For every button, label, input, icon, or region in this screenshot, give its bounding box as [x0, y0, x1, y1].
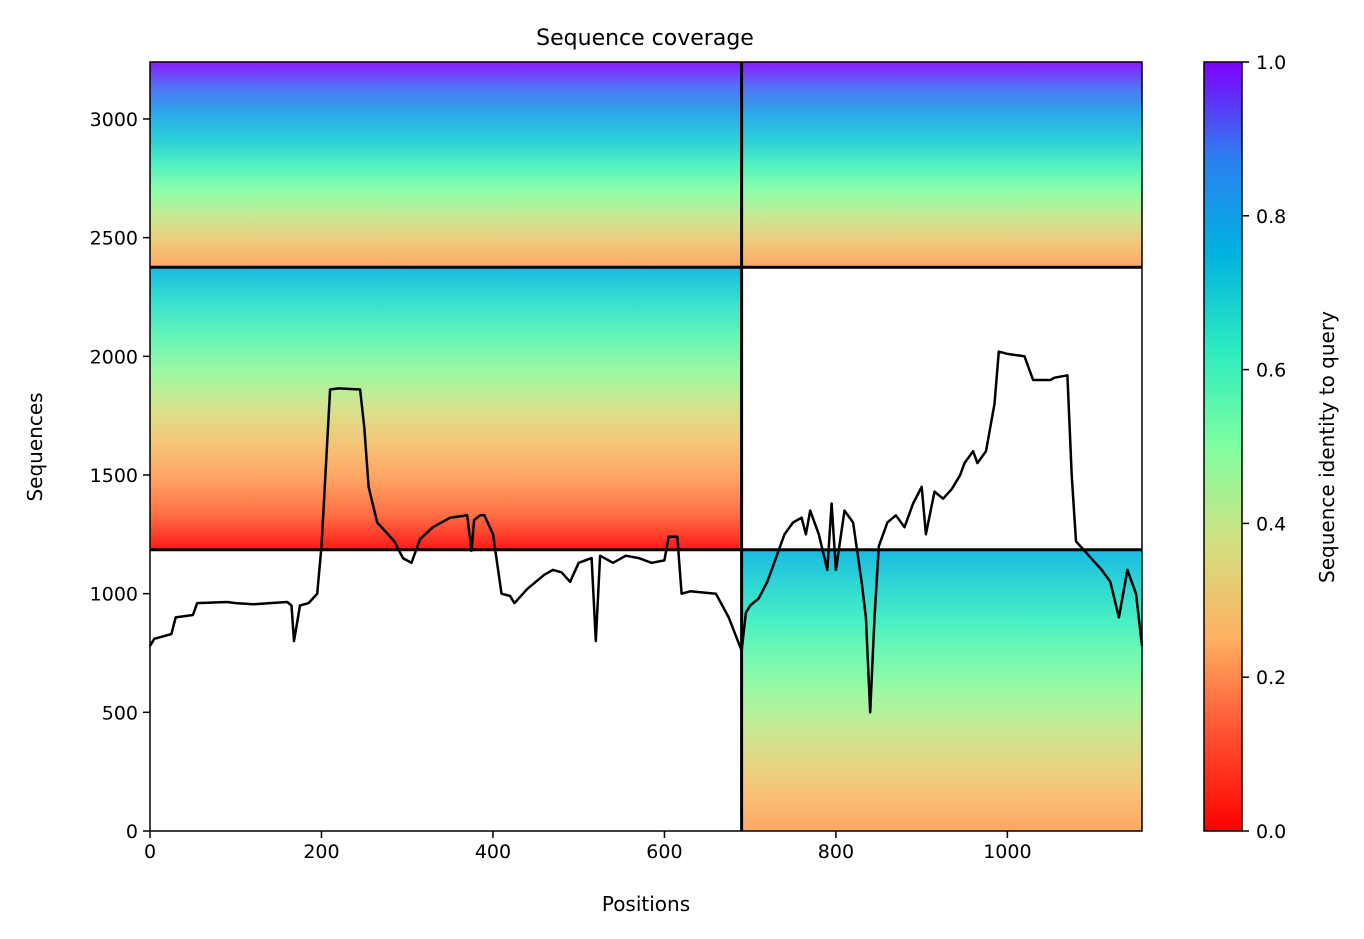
colorbar-tick-label: 0.2 [1256, 667, 1286, 689]
x-axis-label: Positions [602, 892, 690, 916]
colorbar-ticks: 0.0 0.2 0.4 0.6 0.8 1.0 [1242, 52, 1286, 843]
y-tick-label: 1500 [90, 465, 138, 487]
colorbar-tick-label: 0.8 [1256, 206, 1286, 228]
y-tick-label: 3000 [90, 109, 138, 131]
colorbar-tick-label: 0.0 [1256, 821, 1286, 843]
msa-block [150, 62, 742, 268]
coverage-line [148, 350, 1144, 714]
colorbar-tick-label: 0.6 [1256, 360, 1286, 382]
y-tick-label: 2500 [90, 228, 138, 250]
coverage-heatmap [150, 62, 1142, 831]
x-tick-label: 600 [646, 841, 682, 863]
colorbar-label: Sequence identity to query [1315, 311, 1339, 583]
x-axis-ticks: 0 200 400 600 800 1000 [144, 831, 1032, 863]
y-tick-label: 1000 [90, 584, 138, 606]
x-tick-label: 200 [303, 841, 339, 863]
colorbar [1203, 61, 1243, 832]
x-tick-label: 0 [144, 841, 156, 863]
y-axis-label: Sequences [23, 392, 47, 501]
msa-block [741, 549, 1142, 831]
chain-boundary-lines [150, 62, 1142, 831]
x-tick-label: 800 [818, 841, 854, 863]
colorbar-tick-label: 0.4 [1256, 513, 1286, 535]
plot-frame [149, 61, 1143, 832]
x-tick-label: 1000 [983, 841, 1031, 863]
y-axis-ticks: 0 500 1000 1500 2000 2500 3000 [90, 109, 150, 843]
colorbar-tick-label: 1.0 [1256, 52, 1286, 74]
chart-title: Sequence coverage [536, 26, 754, 51]
msa-block [150, 267, 742, 550]
msa-block [741, 62, 1142, 268]
y-tick-label: 500 [102, 702, 138, 724]
y-tick-label: 0 [126, 821, 138, 843]
x-tick-label: 400 [475, 841, 511, 863]
y-tick-label: 2000 [90, 346, 138, 368]
